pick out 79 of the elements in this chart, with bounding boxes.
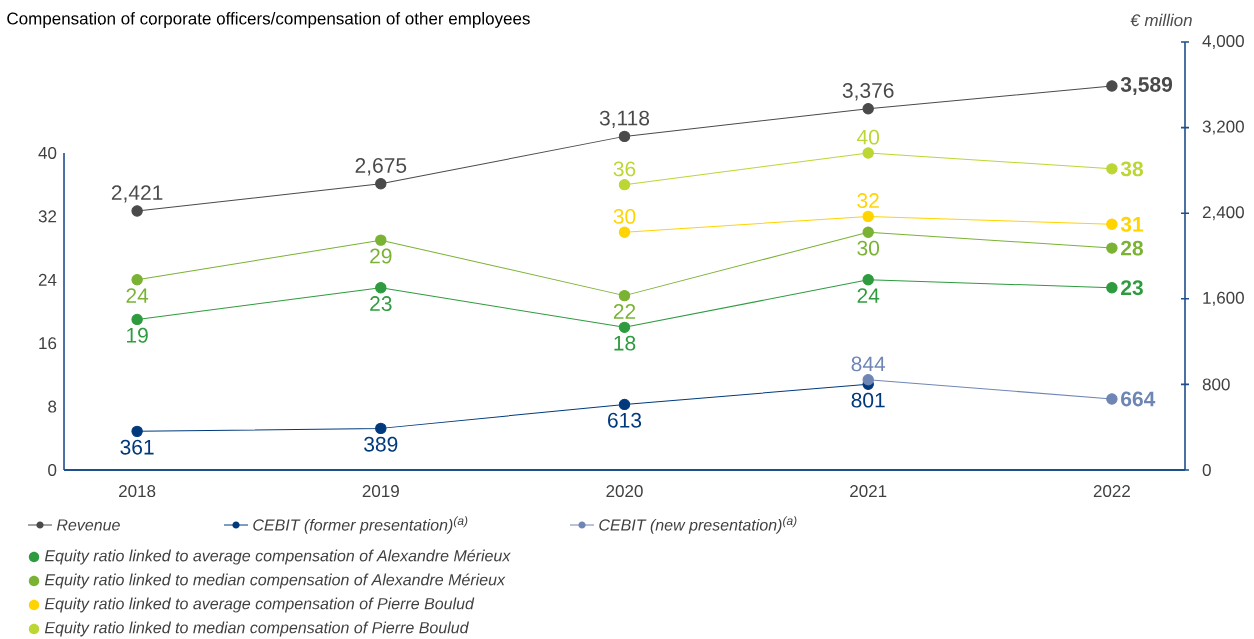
point <box>131 425 143 438</box>
data-label: 22 <box>613 304 636 319</box>
data-label: 23 <box>370 296 392 311</box>
y-tick-label: 16 <box>39 337 57 350</box>
y-tick-label: 24 <box>38 273 57 286</box>
data-label: 19 <box>127 327 148 343</box>
data-label: 36 <box>613 161 636 177</box>
point <box>1106 80 1118 92</box>
point <box>131 274 143 286</box>
point <box>618 178 631 191</box>
data-label: 29 <box>370 248 392 264</box>
data-label: 801 <box>851 392 885 408</box>
data-label: 28 <box>1121 240 1143 256</box>
y2-tick-label: 4,000 <box>1202 35 1244 50</box>
data-label: 24 <box>857 288 880 303</box>
data-label: 3,118 <box>599 110 650 128</box>
point <box>1106 242 1118 254</box>
y2-tick-label: 800 <box>1202 378 1230 391</box>
data-label: 389 <box>364 436 398 452</box>
x-tick-label: 2018 <box>119 485 156 498</box>
data-label: 30 <box>613 208 636 224</box>
point <box>862 147 874 159</box>
legend-label: Equity ratio linked to average compensation of Pierre Boulud <box>44 597 475 613</box>
y-tick-label: 40 <box>38 146 57 159</box>
x-tick-label: 2019 <box>362 485 399 498</box>
data-label: 844 <box>851 356 886 372</box>
point <box>375 282 387 294</box>
data-label: 3,589 <box>1120 77 1173 95</box>
point <box>131 205 143 217</box>
point <box>131 313 143 326</box>
x-tick-label: 2022 <box>1093 485 1130 498</box>
point <box>375 422 387 435</box>
point <box>618 398 631 411</box>
legend-label: Revenue <box>56 519 120 531</box>
legend-label: CEBIT (new presentation)$^{(a)}$ <box>599 516 797 534</box>
data-label: 2,421 <box>111 185 163 203</box>
data-label: 40 <box>856 129 880 145</box>
point <box>1106 163 1118 175</box>
data-label: 18 <box>614 335 636 351</box>
data-label: 2,675 <box>355 158 407 176</box>
legend-label: Equity ratio linked to average compensation of Alexandre Mérieux <box>44 549 511 565</box>
legend-label: Equity ratio linked to median compensation of Alexandre Mérieux <box>44 573 506 589</box>
point <box>1106 393 1118 405</box>
data-label: 23 <box>1121 280 1143 296</box>
point <box>862 210 874 223</box>
data-label: 32 <box>857 193 879 208</box>
data-label: 361 <box>120 439 154 455</box>
point <box>862 226 874 238</box>
point <box>1106 282 1118 294</box>
data-label: 613 <box>608 412 642 428</box>
point <box>862 103 874 115</box>
y2-tick-label: 2,400 <box>1202 206 1244 221</box>
point <box>618 226 631 238</box>
x-tick-label: 2021 <box>850 485 887 498</box>
point <box>862 274 874 286</box>
point <box>618 289 631 302</box>
y2-axis-title: € million <box>1130 13 1192 27</box>
point <box>862 374 874 386</box>
data-label: 664 <box>1121 391 1156 407</box>
legend-label: Equity ratio linked to median compensation of Pierre Boulud <box>44 621 469 637</box>
y-tick-label: 8 <box>48 400 57 413</box>
chart-title: Compensation of corporate officers/compensation of other employees <box>7 12 530 28</box>
y2-tick-label: 1,600 <box>1203 291 1244 306</box>
y2-tick-label: 3,200 <box>1202 120 1244 135</box>
data-label: 24 <box>126 288 149 303</box>
point <box>618 130 631 143</box>
point <box>375 234 387 246</box>
point <box>1106 218 1118 230</box>
y2-tick-label: 0 <box>1202 464 1211 477</box>
x-tick-label: 2020 <box>606 485 643 498</box>
data-label: 30 <box>857 240 880 256</box>
y-tick-label: 32 <box>38 210 57 223</box>
point <box>375 178 387 190</box>
data-label: 31 <box>1120 216 1144 232</box>
y-tick-label: 0 <box>48 464 57 477</box>
data-label: 3,376 <box>842 83 894 101</box>
legend-label: CEBIT (former presentation)$^{(a)}$ <box>253 516 468 534</box>
data-label: 38 <box>1120 161 1143 177</box>
point <box>618 321 631 334</box>
